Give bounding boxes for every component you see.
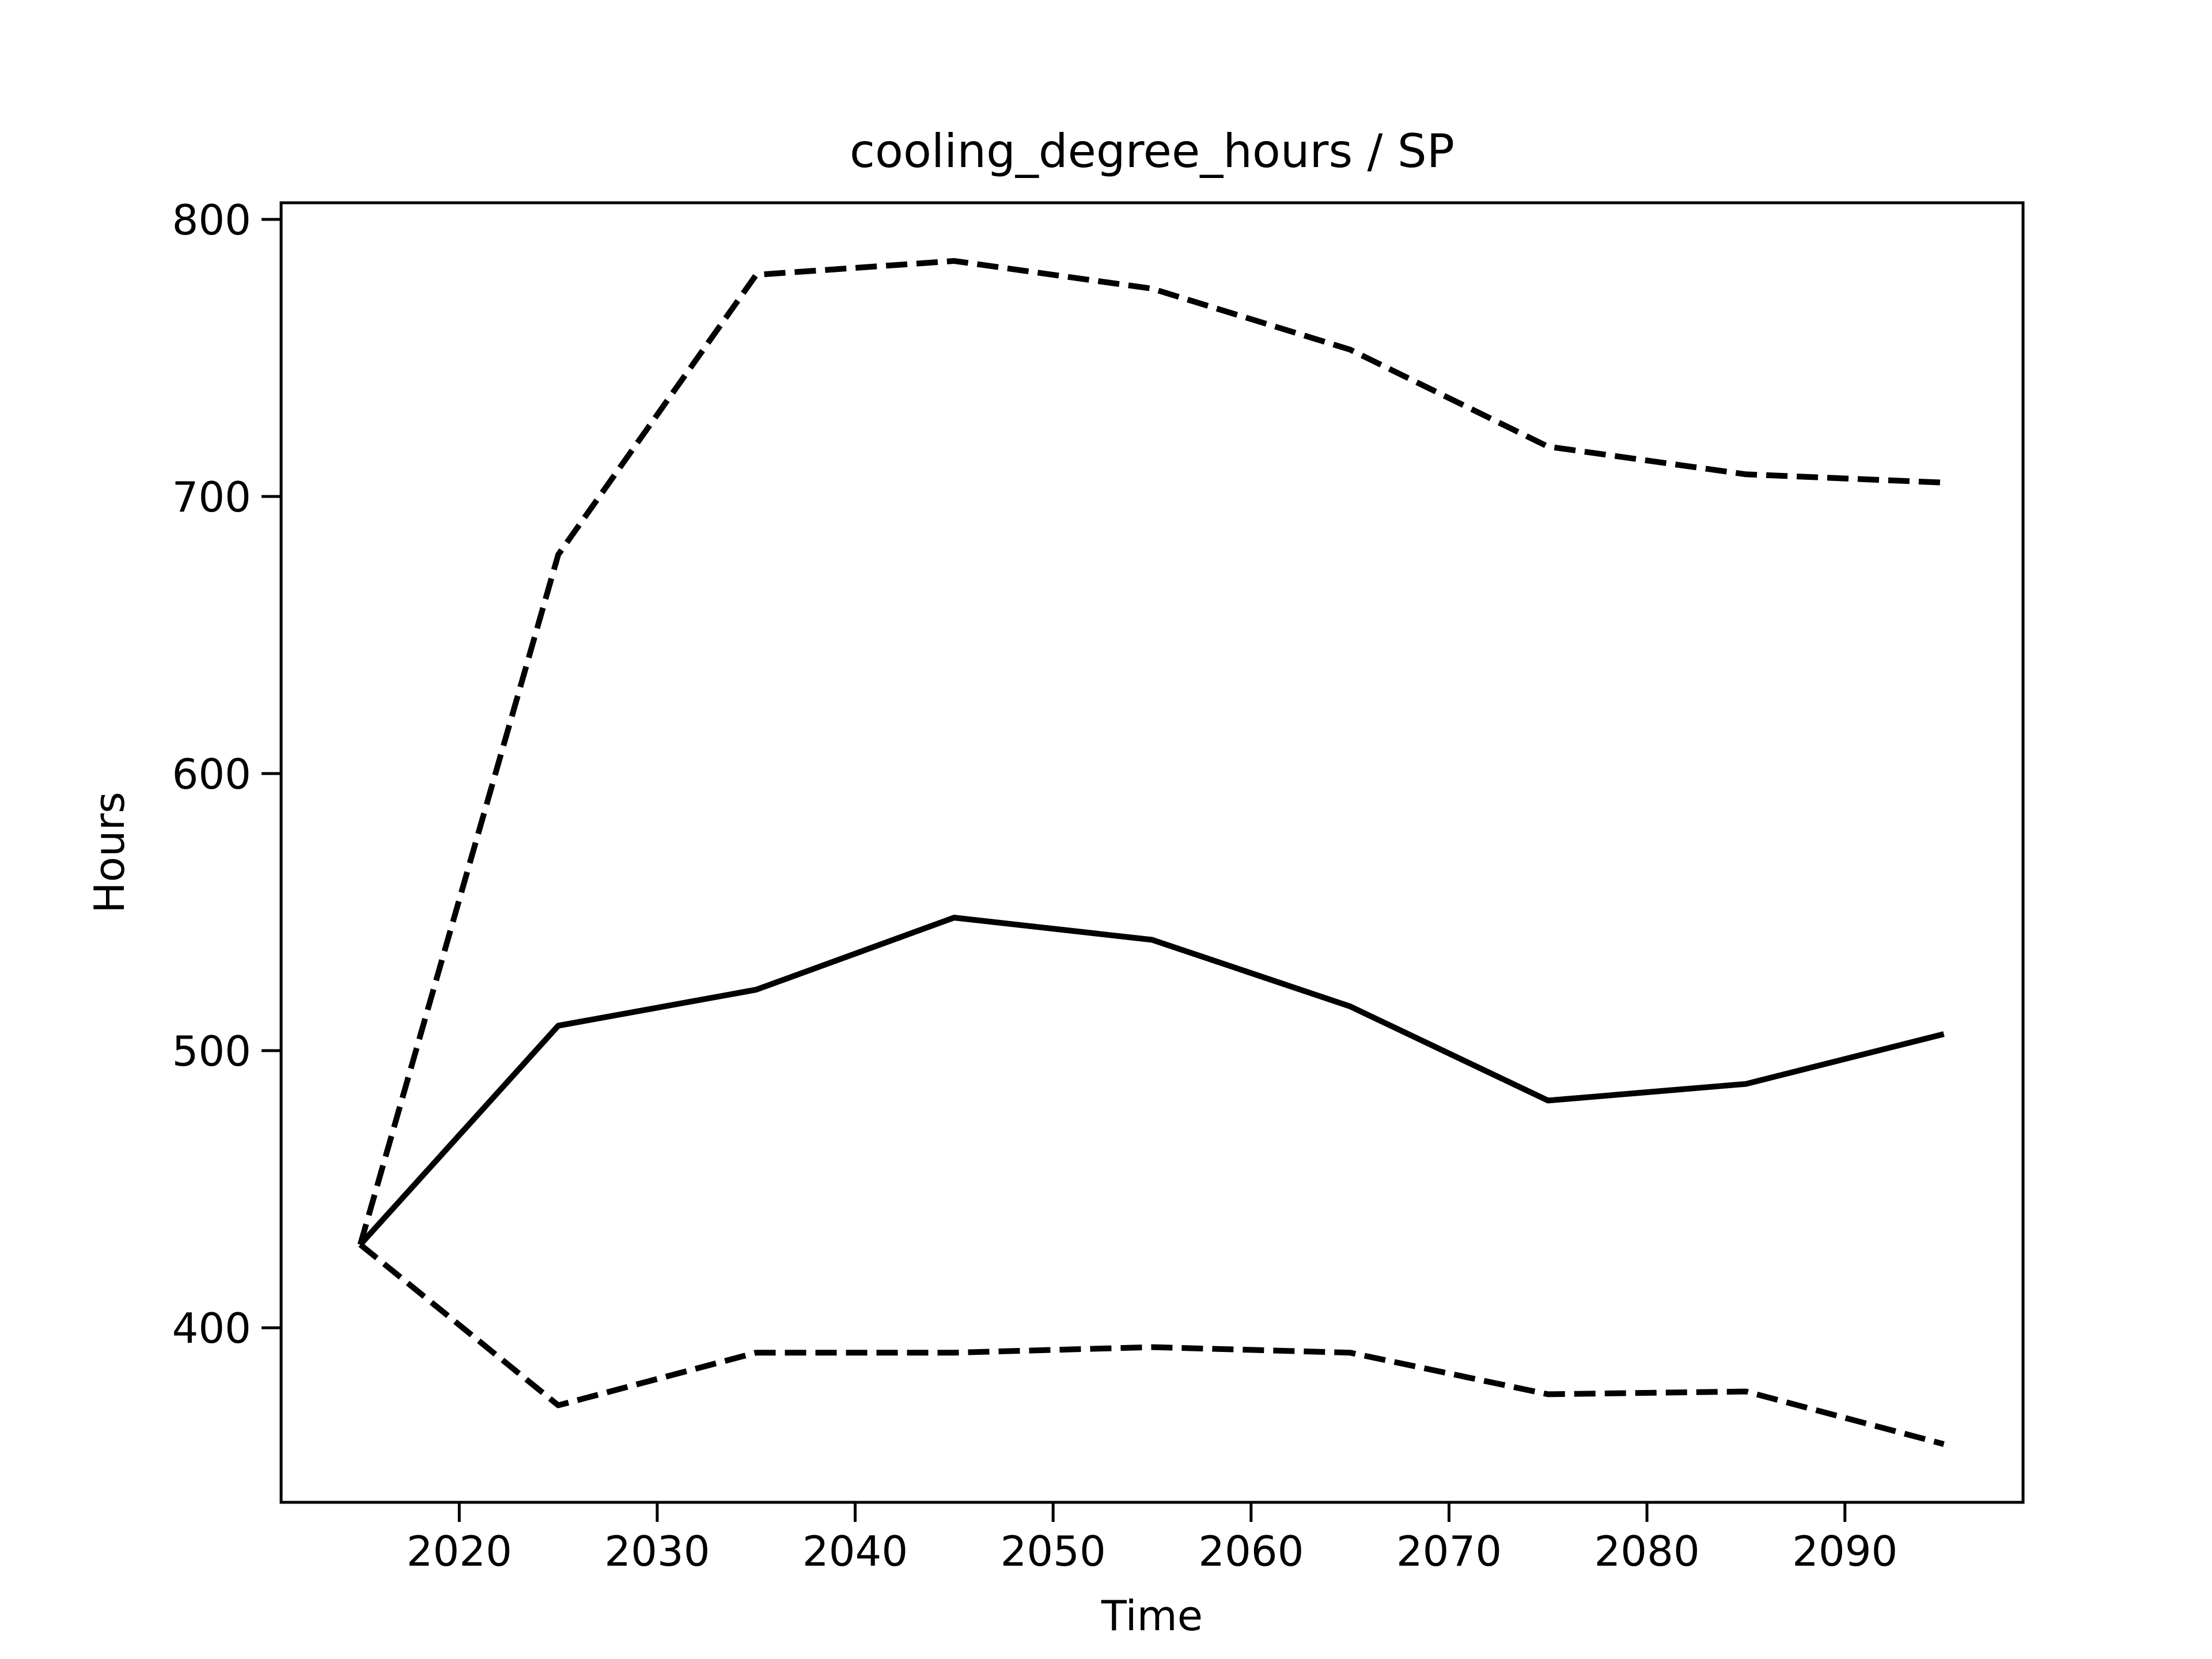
series-line-1-dashed xyxy=(357,258,1944,1245)
series-line-2-solid xyxy=(358,915,1945,1247)
x-axis-ticks: 2020 2030 2040 2050 2060 2070 2080 2090 xyxy=(407,1502,1897,1575)
x-axis-label: Time xyxy=(1101,1592,1203,1640)
y-axis-ticks: 400 500 600 700 800 xyxy=(172,196,281,1353)
series-line-3-dashed xyxy=(358,1242,1945,1447)
x-tick-label: 2060 xyxy=(1198,1527,1304,1575)
x-tick-label: 2030 xyxy=(604,1527,710,1575)
x-tick-label: 2040 xyxy=(802,1527,908,1575)
x-tick-label: 2050 xyxy=(1001,1527,1106,1575)
x-tick-label: 2070 xyxy=(1396,1527,1502,1575)
plot-frame xyxy=(279,201,2025,1504)
y-tick-label: 800 xyxy=(172,196,251,244)
y-tick-label: 400 xyxy=(172,1304,251,1353)
chart-title: cooling_degree_hours / SP xyxy=(850,124,1455,178)
x-tick-label: 2090 xyxy=(1792,1527,1897,1575)
x-tick-label: 2020 xyxy=(407,1527,512,1575)
y-tick-label: 600 xyxy=(172,750,251,798)
y-axis-label: Hours xyxy=(85,792,134,914)
plot-layer xyxy=(357,258,1945,1447)
y-tick-label: 500 xyxy=(172,1027,251,1075)
x-tick-label: 2080 xyxy=(1594,1527,1699,1575)
y-tick-label: 700 xyxy=(172,473,251,521)
